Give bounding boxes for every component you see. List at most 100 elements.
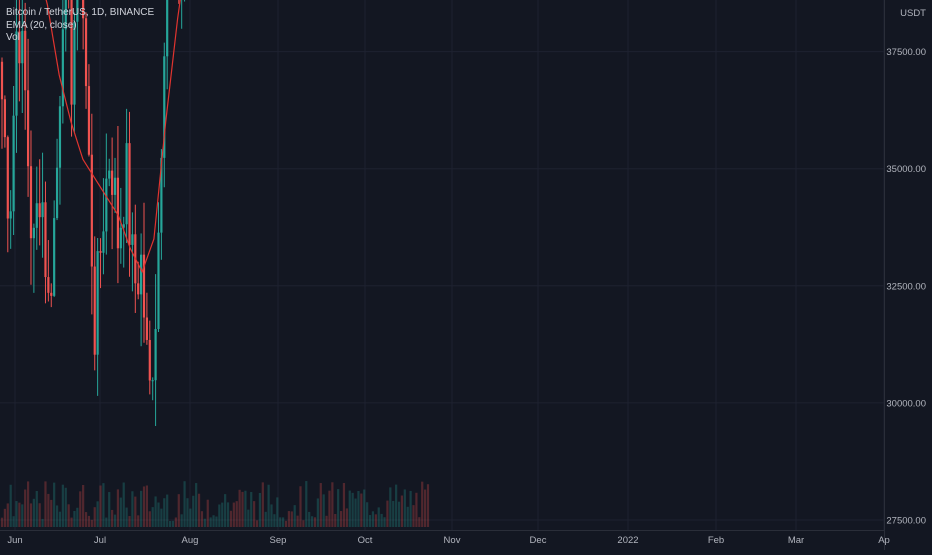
candle[interactable] [96, 251, 99, 355]
candle[interactable] [15, 31, 18, 116]
candle[interactable] [53, 218, 56, 296]
candle[interactable] [32, 227, 35, 239]
volume-bar [157, 502, 160, 527]
candle[interactable] [151, 380, 154, 382]
volume-bar [140, 490, 143, 527]
grid [0, 0, 885, 530]
volume-bar [389, 487, 392, 527]
volume-bar [79, 491, 82, 527]
time-tick-label: Sep [270, 535, 287, 546]
candle[interactable] [55, 167, 59, 219]
candle[interactable] [102, 231, 105, 253]
candle[interactable] [73, 21, 76, 105]
volume-bar [50, 499, 53, 527]
time-axis[interactable]: Jun Jul Aug Sep Oct Nov Dec 2022 Feb Mar Ap [0, 530, 890, 547]
price-tick-label: 32500.00 [886, 281, 926, 292]
candle[interactable] [111, 170, 114, 195]
volume-bar [145, 485, 148, 527]
candle[interactable] [50, 292, 53, 296]
currency-label[interactable]: USDT [900, 8, 926, 19]
candle[interactable] [166, 0, 169, 57]
volume-bar [328, 490, 331, 527]
volume-bar [183, 481, 186, 527]
candle[interactable] [58, 106, 62, 168]
candle[interactable] [21, 30, 24, 64]
candle[interactable] [41, 202, 44, 218]
candle[interactable] [99, 251, 102, 253]
candlesticks[interactable] [0, 0, 884, 426]
candle[interactable] [128, 143, 131, 245]
candle[interactable] [116, 177, 120, 249]
candle[interactable] [44, 202, 47, 278]
candle[interactable] [24, 30, 27, 91]
candle[interactable] [12, 115, 15, 212]
candle[interactable] [87, 86, 91, 155]
volume-bar [209, 517, 212, 527]
volume-bar [128, 516, 131, 527]
candle[interactable] [61, 29, 64, 107]
volume-bar [99, 485, 102, 527]
volume-bar [282, 517, 285, 527]
candle[interactable] [82, 0, 85, 19]
volume-bar [395, 484, 398, 527]
symbol-title[interactable]: Bitcoin / TetherUS, 1D, BINANCE [6, 7, 155, 18]
candle[interactable] [70, 0, 73, 105]
volume-bar [363, 489, 366, 527]
volume-bar [253, 501, 256, 527]
candle[interactable] [163, 56, 166, 158]
candle[interactable] [142, 254, 146, 318]
volume-bar [131, 491, 134, 527]
volume-bar [270, 504, 273, 527]
candle[interactable] [0, 61, 4, 100]
candle[interactable] [3, 99, 6, 138]
candle[interactable] [64, 0, 67, 30]
candle[interactable] [148, 339, 151, 381]
volume-bar [32, 498, 35, 527]
candle[interactable] [125, 143, 128, 225]
price-axis[interactable]: USDT75000.0072500.0070000.0067500.006500… [884, 0, 931, 550]
candle[interactable] [35, 203, 38, 228]
candle[interactable] [6, 137, 9, 219]
volume-bar [26, 481, 30, 527]
candle[interactable] [137, 283, 140, 295]
candle[interactable] [108, 170, 111, 179]
volume-bar [82, 484, 85, 527]
volume-bar [21, 504, 24, 527]
volume-bar [377, 507, 380, 527]
candle[interactable] [26, 90, 30, 167]
candle[interactable] [160, 157, 163, 233]
time-tick-label: Feb [708, 535, 724, 546]
candle[interactable] [122, 224, 125, 228]
candle[interactable] [119, 227, 122, 249]
time-tick-label: Ap [878, 535, 890, 546]
volume-bar [53, 482, 56, 527]
candle[interactable] [38, 203, 41, 218]
volume-bar [18, 502, 21, 527]
candle[interactable] [157, 232, 160, 330]
candle[interactable] [140, 254, 143, 295]
price-tick-label: 27500.00 [886, 516, 926, 527]
candle[interactable] [84, 18, 88, 87]
volume-bar [113, 514, 117, 527]
candle[interactable] [131, 234, 134, 245]
candle[interactable] [145, 317, 148, 340]
volume-bar [238, 489, 241, 527]
candle[interactable] [18, 31, 21, 64]
candle[interactable] [93, 266, 96, 355]
volume-bar [197, 493, 201, 527]
ema-indicator-label[interactable]: EMA (20, close) [6, 19, 77, 31]
volume-bar [232, 502, 235, 527]
candle[interactable] [29, 166, 33, 239]
candle[interactable] [9, 211, 12, 219]
volume-indicator-label[interactable]: Vol [6, 32, 20, 43]
candle[interactable] [76, 0, 79, 22]
candle[interactable] [90, 154, 93, 267]
candle[interactable] [105, 178, 108, 232]
volume-bar [215, 516, 218, 527]
candle[interactable] [154, 329, 157, 381]
candle[interactable] [47, 277, 50, 293]
candle[interactable] [113, 177, 117, 195]
volume-bar [116, 489, 120, 527]
